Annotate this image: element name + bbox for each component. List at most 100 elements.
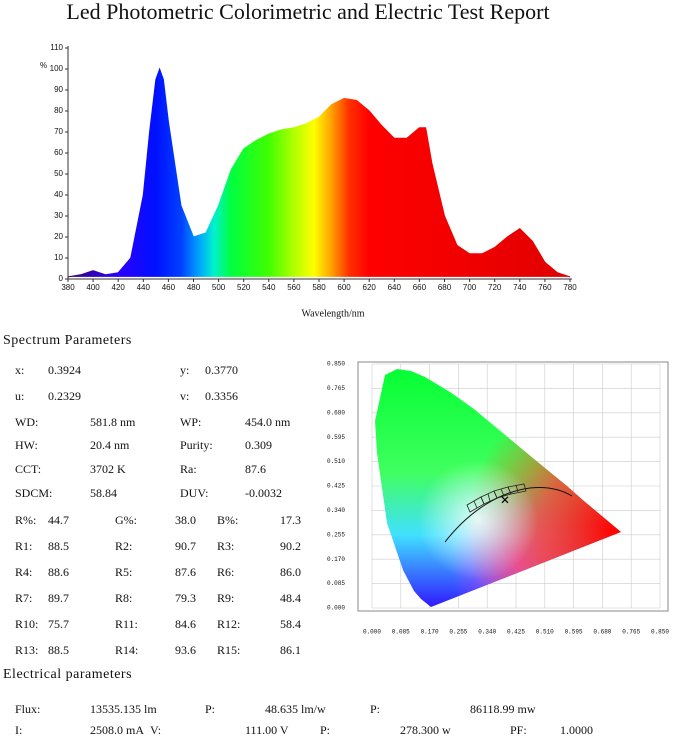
param-value: 93.6 xyxy=(175,643,196,657)
x-tick-label: 0.170 xyxy=(421,629,439,636)
param-label: B%: xyxy=(217,513,238,527)
y-tick-label: 70 xyxy=(54,127,63,136)
y-tick-label: 0.425 xyxy=(327,483,345,490)
x-tick-label: 560 xyxy=(287,283,301,292)
param-label: G%: xyxy=(115,513,137,527)
x-axis-label: Wavelength/nm xyxy=(301,308,364,319)
y-tick-label: 0.510 xyxy=(327,458,345,465)
spectrum-line xyxy=(67,67,571,278)
param-label: R9: xyxy=(217,591,234,605)
cie-horseshoe xyxy=(375,369,621,607)
param-value: 79.3 xyxy=(175,591,196,605)
param-value: 1.0000 xyxy=(560,723,593,737)
x-tick-label: 760 xyxy=(538,283,552,292)
x-tick-label: 380 xyxy=(61,283,75,292)
y-tick-label: 10 xyxy=(54,253,63,262)
param-label: WP: xyxy=(180,415,201,429)
y-tick-label: 0.595 xyxy=(327,434,345,441)
param-value: 581.8 nm xyxy=(90,415,136,429)
param-value: 90.7 xyxy=(175,539,196,553)
y-tick-label: 0.680 xyxy=(327,409,345,416)
y-tick-label: 0.850 xyxy=(327,361,345,368)
param-value: 84.6 xyxy=(175,617,196,631)
param-value: 20.4 nm xyxy=(90,438,130,452)
y-tick-label: 0.255 xyxy=(327,531,345,538)
param-label: P: xyxy=(370,702,380,716)
param-label: R7: xyxy=(15,591,32,605)
param-label: R12: xyxy=(217,617,240,631)
x-tick-label: 0.510 xyxy=(536,629,554,636)
param-label: DUV: xyxy=(180,486,208,500)
param-value: 38.0 xyxy=(175,513,196,527)
param-label: R1: xyxy=(15,539,32,553)
param-label: CCT: xyxy=(15,462,41,476)
x-tick-label: 640 xyxy=(388,283,402,292)
x-tick-label: 0.000 xyxy=(363,629,381,636)
param-value: 0.2329 xyxy=(48,389,81,403)
param-value: 13535.135 lm xyxy=(90,702,157,716)
param-value: 88.5 xyxy=(48,539,69,553)
param-label: P: xyxy=(320,723,330,737)
param-label: R8: xyxy=(115,591,132,605)
y-tick-label: 60 xyxy=(54,148,63,157)
param-value: 87.6 xyxy=(175,565,196,579)
y-tick-label: 50 xyxy=(54,169,63,178)
param-value: 111.00 V xyxy=(245,723,289,737)
param-label: R2: xyxy=(115,539,132,553)
x-tick-label: 740 xyxy=(513,283,527,292)
x-tick-label: 0.595 xyxy=(565,629,583,636)
x-tick-label: 0.765 xyxy=(622,629,640,636)
x-tick-label: 440 xyxy=(137,283,151,292)
param-label: R15: xyxy=(217,643,240,657)
param-value: 0.3356 xyxy=(205,389,238,403)
y-tick-label: 0.340 xyxy=(327,507,345,514)
param-label: R4: xyxy=(15,565,32,579)
param-value: 0.309 xyxy=(245,438,272,452)
x-tick-label: 540 xyxy=(262,283,276,292)
x-tick-label: 780 xyxy=(563,283,577,292)
x-tick-label: 700 xyxy=(463,283,477,292)
x-tick-label: 480 xyxy=(187,283,201,292)
param-label: WD: xyxy=(15,415,38,429)
section-heading: Electrical parameters xyxy=(3,667,132,682)
param-label: V: xyxy=(150,723,161,737)
y-tick-label: 80 xyxy=(54,106,63,115)
y-tick-label: 0.765 xyxy=(327,385,345,392)
y-tick-label: 0.000 xyxy=(327,605,345,612)
param-value: 89.7 xyxy=(48,591,69,605)
param-value: 0.3770 xyxy=(205,363,238,377)
param-value: 48.635 lm/w xyxy=(265,702,326,716)
ansi-quadrangles xyxy=(466,483,527,513)
param-label: R3: xyxy=(217,539,234,553)
param-value: 44.7 xyxy=(48,513,69,527)
x-tick-label: 0.850 xyxy=(651,629,669,636)
param-value: 88.6 xyxy=(48,565,69,579)
y-tick-label: 100 xyxy=(50,64,64,73)
x-tick-label: 680 xyxy=(438,283,452,292)
x-tick-label: 0.425 xyxy=(507,629,525,636)
x-tick-label: 720 xyxy=(488,283,502,292)
y-tick-label: 20 xyxy=(54,232,63,241)
param-value: 86.1 xyxy=(280,643,301,657)
x-tick-label: 0.085 xyxy=(392,629,410,636)
x-tick-label: 0.680 xyxy=(593,629,611,636)
param-value: 17.3 xyxy=(280,513,301,527)
param-value: 90.2 xyxy=(280,539,301,553)
param-label: Ra: xyxy=(180,462,197,476)
param-label: R6: xyxy=(217,565,234,579)
x-tick-label: 580 xyxy=(312,283,326,292)
param-value: 454.0 nm xyxy=(245,415,291,429)
x-tick-label: 660 xyxy=(413,283,427,292)
param-label: y: xyxy=(180,363,189,377)
param-value: 88.5 xyxy=(48,643,69,657)
param-value: 0.3924 xyxy=(48,363,81,377)
y-tick-label: 0 xyxy=(59,274,64,283)
param-label: Purity: xyxy=(180,438,213,452)
param-label: SDCM: xyxy=(15,486,52,500)
param-label: HW: xyxy=(15,438,38,452)
spectrum-frame xyxy=(67,46,572,280)
x-tick-label: 520 xyxy=(237,283,251,292)
x-tick-label: 620 xyxy=(363,283,377,292)
x-tick-label: 600 xyxy=(337,283,351,292)
